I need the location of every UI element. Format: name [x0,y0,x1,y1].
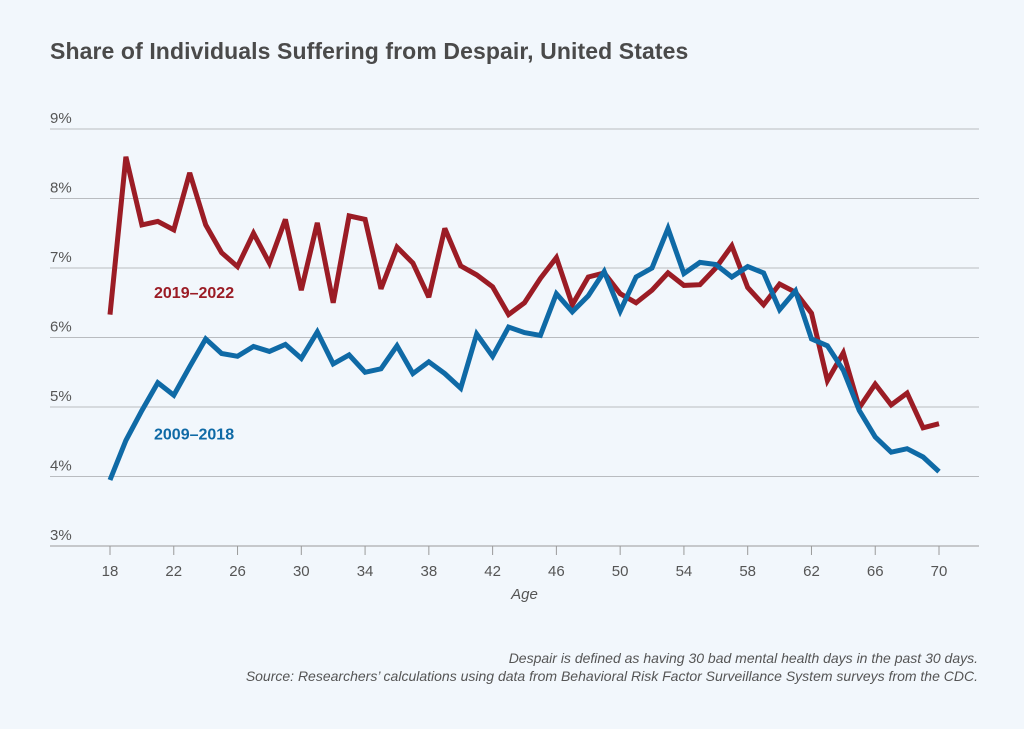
x-tick-label: 38 [421,563,438,580]
x-tick-label: 50 [612,563,629,580]
x-tick-label: 26 [229,563,246,580]
y-tick-label: 8% [50,180,72,197]
x-tick-label: 66 [867,563,884,580]
y-tick-label: 9% [50,110,72,127]
series-line-2019-2022 [107,156,940,431]
series-label-2009-2018: 2009–2018 [154,427,234,444]
x-tick-label: 22 [165,563,182,580]
y-tick-label: 6% [50,319,72,336]
y-tick-label: 7% [50,249,72,266]
x-tick-label: 70 [931,563,948,580]
x-tick-label: 42 [484,563,501,580]
definition-note: Despair is defined as having 30 bad ment… [508,650,978,666]
x-axis-label: Age [510,586,538,603]
series-label-2019-2022: 2019–2022 [154,285,234,302]
y-tick-label: 4% [50,458,72,475]
source-note: Source: Researchers’ calculations using … [245,668,978,684]
x-tick-label: 34 [357,563,374,580]
x-tick-label: 46 [548,563,565,580]
y-tick-label: 3% [50,527,72,544]
chart-title: Share of Individuals Suffering from Desp… [50,38,689,64]
y-tick-label: 5% [50,388,72,405]
x-tick-label: 58 [739,563,756,580]
x-tick-label: 54 [676,563,693,580]
x-tick-label: 62 [803,563,820,580]
x-tick-label: 18 [102,563,119,580]
series-line-2009-2018 [107,221,941,481]
x-tick-label: 30 [293,563,310,580]
